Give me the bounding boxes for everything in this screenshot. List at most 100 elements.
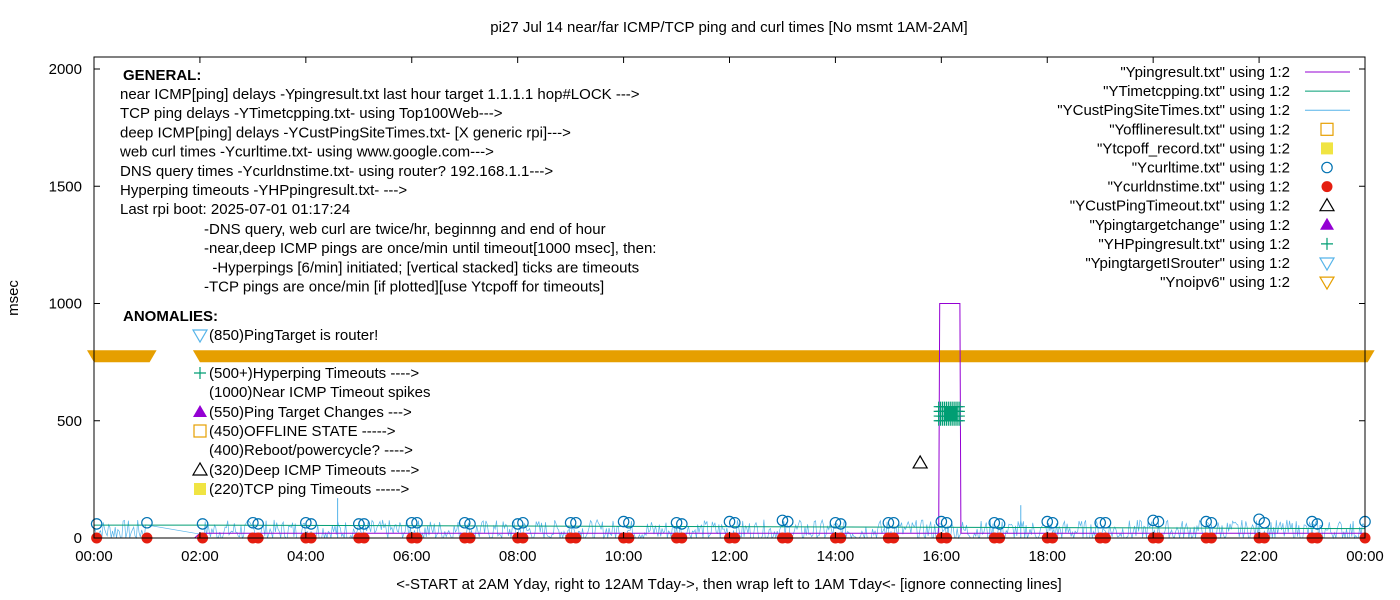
general-line: near ICMP[ping] delays -Ypingresult.txt … (120, 86, 640, 103)
legend-label: "Yofflineresult.txt" using 1:2 (1109, 121, 1290, 138)
data-point (993, 518, 1006, 530)
anomaly-label: (550)Ping Target Changes ---> (209, 404, 412, 421)
general-sub-line: -near,deep ICMP pings are once/min until… (204, 240, 656, 257)
series-points (90, 401, 1371, 544)
x-tick-label: 00:00 (75, 548, 113, 565)
general-line: Last rpi boot: 2025-07-01 01:17:24 (120, 201, 350, 218)
general-line: web curl times -Ycurltime.txt- using www… (119, 144, 494, 161)
anomalies-header: ANOMALIES: (123, 308, 218, 325)
series-line (94, 524, 1366, 530)
x-tick-label: 14:00 (817, 548, 855, 565)
legend-label: "Ycurldnstime.txt" using 1:2 (1108, 179, 1290, 196)
data-point (1205, 516, 1218, 529)
data-point (300, 516, 312, 529)
data-point (887, 516, 900, 529)
data-point (141, 516, 153, 529)
general-line: Hyperping timeouts -YHPpingresult.txt- -… (120, 182, 407, 199)
anomaly-marker (193, 424, 207, 438)
legend-label: "Ynoipv6" using 1:2 (1160, 274, 1290, 291)
anomaly-marker (194, 367, 206, 379)
x-tick-label: 18:00 (1028, 548, 1066, 565)
legend-label: "YpingtargetISrouter" using 1:2 (1085, 255, 1290, 272)
legend-label: "Ypingresult.txt" using 1:2 (1120, 64, 1290, 81)
x-tick-label: 00:00 (1346, 548, 1384, 565)
data-point (1041, 515, 1054, 528)
legend-label: "Ytcpoff_record.txt" using 1:2 (1097, 140, 1290, 157)
x-tick-label: 22:00 (1240, 548, 1278, 565)
general-annotations: GENERAL: near ICMP[ping] delays -Ypingres… (119, 67, 656, 296)
data-point (352, 518, 365, 530)
data-point (912, 454, 929, 469)
anomaly-label: (850)PingTarget is router! (209, 327, 378, 344)
data-point (1306, 515, 1318, 528)
legend-label: "Ycurltime.txt" using 1:2 (1132, 160, 1290, 177)
data-point (411, 516, 423, 529)
data-point (305, 518, 317, 530)
data-point (517, 516, 529, 529)
data-point (405, 516, 418, 529)
data-point (1258, 516, 1271, 529)
y-tick-label: 1000 (49, 296, 82, 313)
data-point (358, 518, 370, 530)
data-point (882, 516, 895, 529)
general-sub-line: -Hyperpings [6/min] initiated; [vertical… (204, 259, 639, 276)
data-point (781, 515, 794, 528)
anomaly-annotations: ANOMALIES: (850)PingTarget is router! (500… (123, 308, 430, 498)
legend: "Ypingresult.txt" using 1:2 "YTimetcpping… (1057, 64, 1350, 291)
legend-label: "YHPpingresult.txt" using 1:2 (1098, 236, 1290, 253)
x-tick-label: 10:00 (605, 548, 643, 565)
x-tick-label: 06:00 (393, 548, 431, 565)
general-sub-line: -DNS query, web curl are twice/hr, begin… (204, 221, 606, 238)
legend-label: "YCustPingSiteTimes.txt" using 1:2 (1057, 102, 1290, 119)
anomaly-marker (193, 405, 207, 417)
data-point (1152, 515, 1165, 528)
anomaly-label: (220)TCP ping Timeouts -----> (209, 481, 409, 498)
data-point (676, 518, 688, 530)
y-tick-label: 500 (57, 413, 82, 430)
data-point (776, 514, 789, 527)
general-sub-line: -TCP pings are once/min [if plotted][use… (204, 279, 604, 296)
legend-swatch (1320, 122, 1334, 136)
data-point (940, 516, 953, 529)
data-point (570, 516, 582, 529)
legend-swatch (1321, 161, 1333, 174)
legend-swatch (1318, 197, 1336, 212)
data-point (728, 516, 741, 529)
x-tick-label: 20:00 (1134, 548, 1172, 565)
x-axis-label: <-START at 2AM Yday, right to 12AM Tday-… (396, 576, 1061, 593)
data-point (247, 516, 259, 529)
anomaly-marker (194, 483, 206, 495)
data-point (1099, 516, 1112, 529)
y-tick-label: 0 (74, 530, 82, 547)
anomaly-label: (400)Reboot/powercycle? ----> (209, 442, 413, 459)
legend-swatch (1321, 181, 1333, 193)
chart-title: pi27 Jul 14 near/far ICMP/TCP ping and c… (490, 19, 967, 36)
data-point (1046, 516, 1059, 529)
data-point (564, 516, 577, 529)
anomaly-label: (320)Deep ICMP Timeouts ----> (209, 462, 419, 479)
data-point (617, 515, 630, 528)
hyperping-timeout-block (943, 406, 958, 421)
legend-swatch (1320, 217, 1334, 230)
noipv6-band-segment (87, 350, 157, 363)
data-point (252, 518, 264, 530)
legend-swatch (1318, 257, 1336, 272)
noipv6-band-segment (192, 350, 1375, 363)
data-point (988, 516, 1001, 529)
data-point (834, 518, 847, 530)
data-point (829, 516, 842, 529)
general-line: TCP ping delays -YTimetcpping.txt- using… (120, 105, 503, 122)
legend-swatch (1321, 237, 1333, 250)
anomaly-label: (450)OFFLINE STATE -----> (209, 423, 396, 440)
data-point (935, 515, 948, 528)
legend-swatch (1318, 276, 1336, 291)
data-point (1200, 515, 1212, 528)
data-point (1311, 518, 1324, 530)
x-tick-label: 16:00 (923, 548, 961, 565)
data-point (511, 518, 524, 530)
y-tick-label: 1500 (49, 178, 82, 195)
general-header: GENERAL: (123, 67, 201, 84)
anomaly-label: (500+)Hyperping Timeouts ----> (209, 365, 419, 382)
axes: 00:00 02:00 04:00 06:00 08:00 10:00 12:00 14:00… (49, 57, 1384, 565)
